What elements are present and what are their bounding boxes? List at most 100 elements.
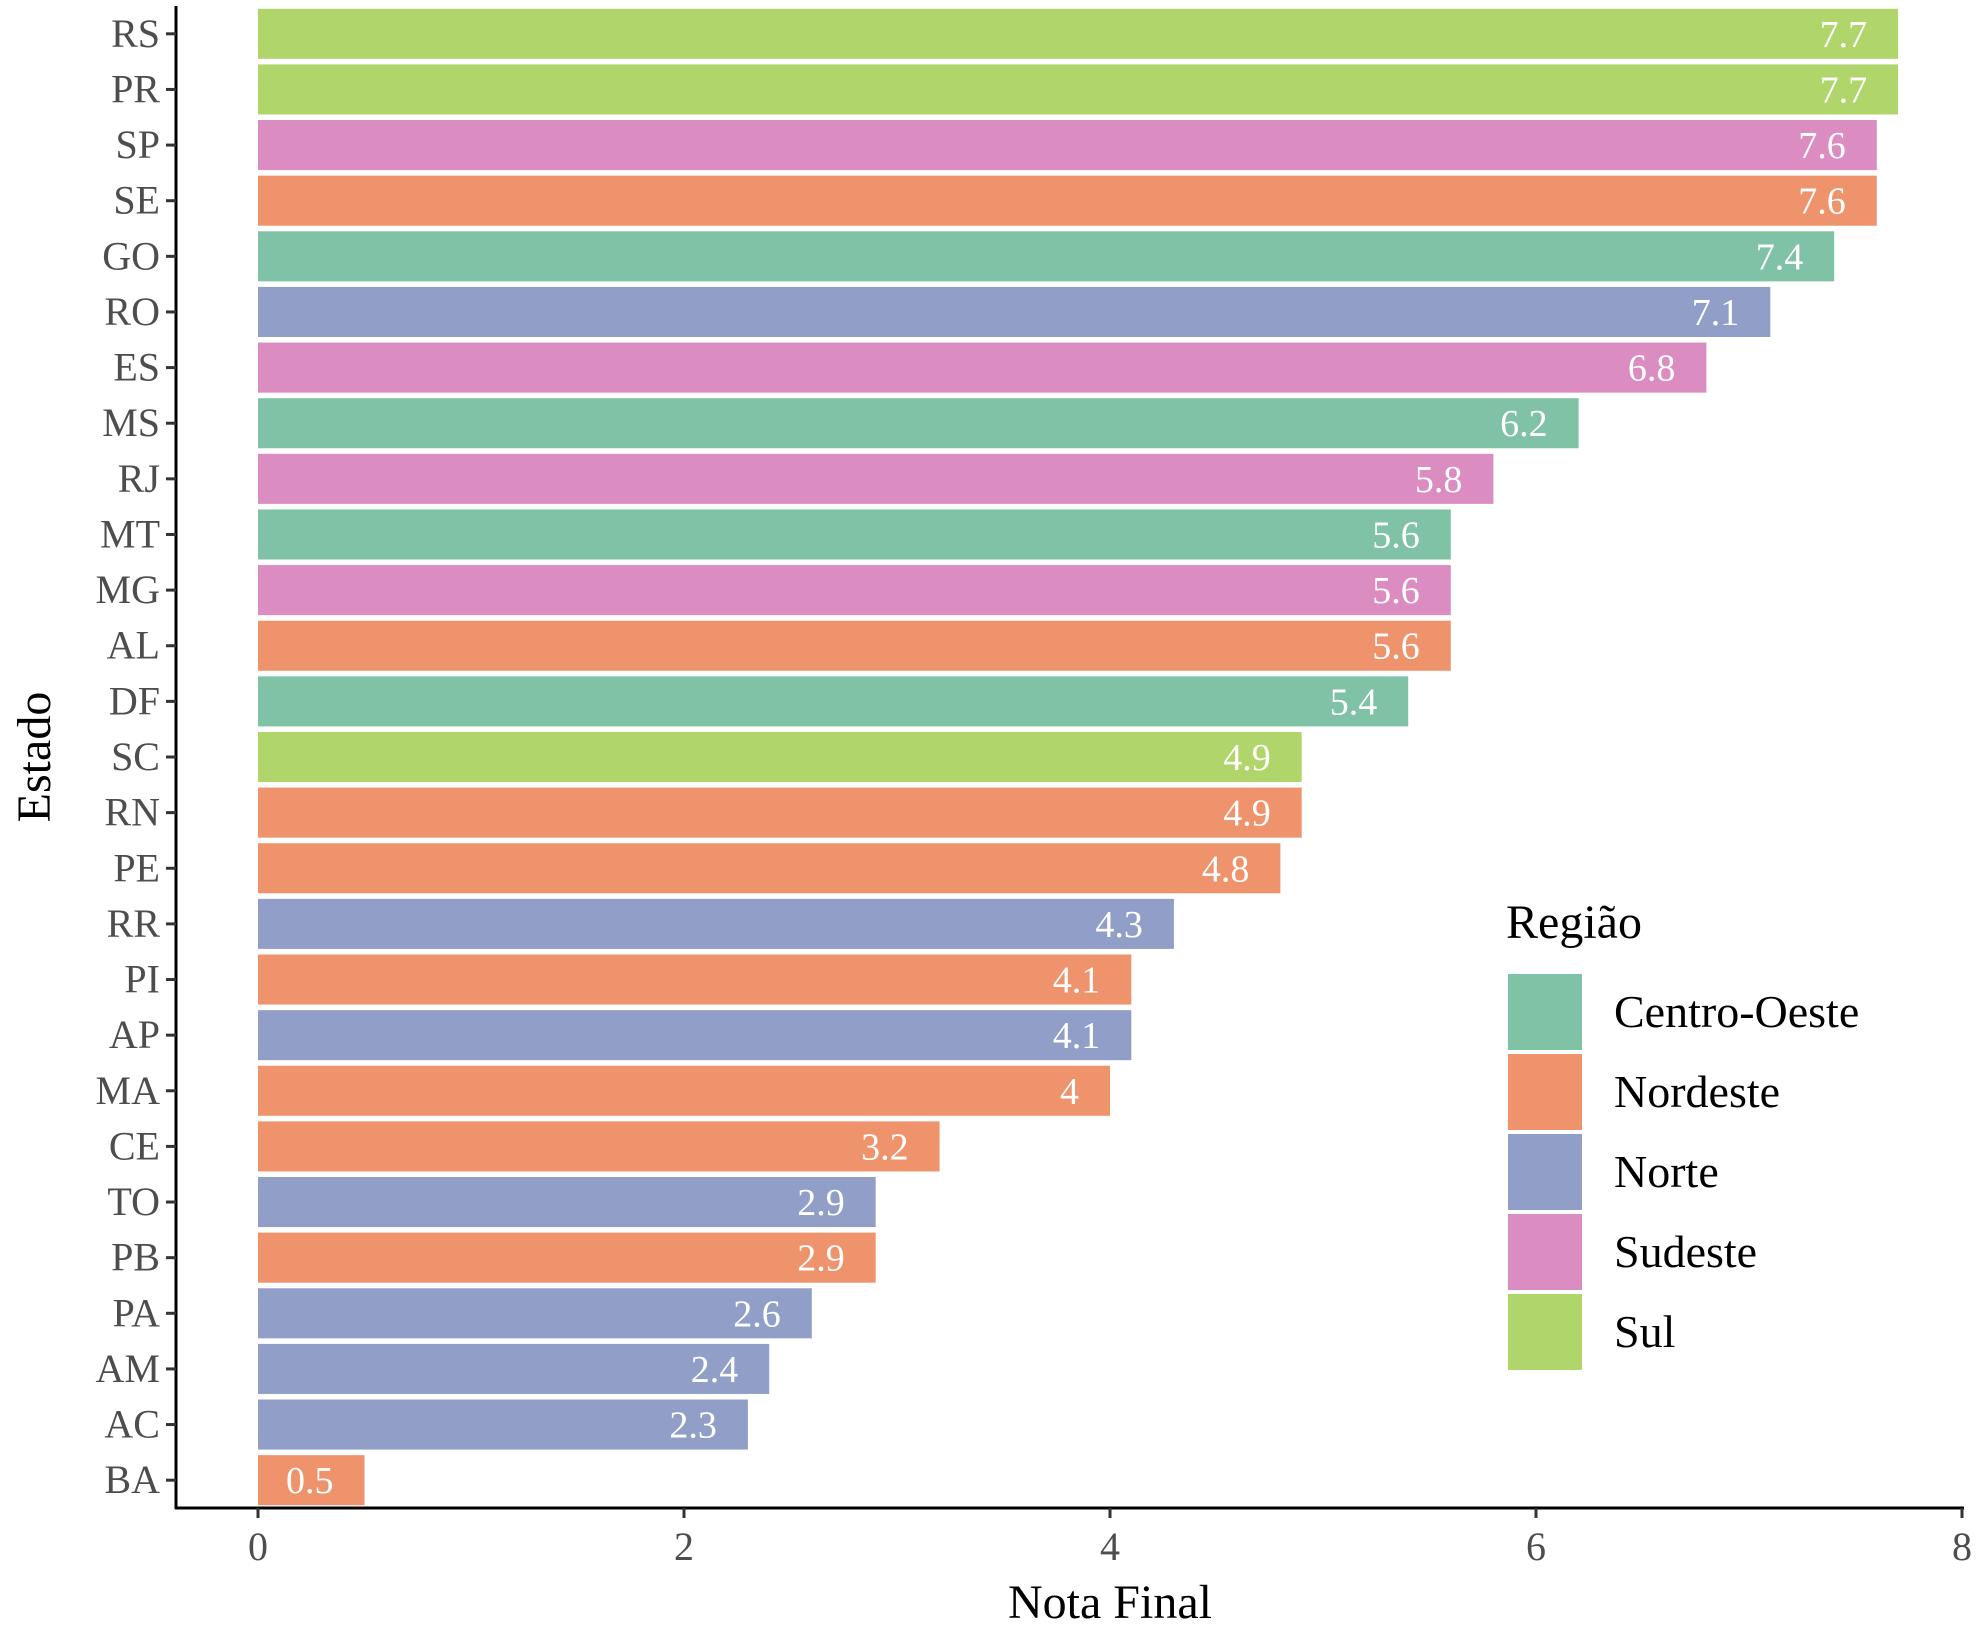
bar-value-label-pa: 2.6 [733,1293,781,1335]
bars-group [258,8,1899,1506]
y-tick-label-ap: AP [109,1012,160,1057]
bar-value-label-mt: 5.6 [1372,514,1420,556]
bar-value-label-rn: 4.9 [1223,793,1271,835]
bar-value-label-mg: 5.6 [1372,570,1420,612]
bar-ro [258,286,1771,337]
bar-pr [258,64,1899,115]
bar-pa [258,1288,812,1339]
y-axis-ticks: RS PR SP SE GO RO ES MS RJ MT MG AL DF SC RN PE RR PI AP MA… [96,11,176,1502]
legend-key-nordeste [1508,1054,1582,1130]
bar-value-label-sp: 7.6 [1798,125,1846,167]
x-axis-ticks: 0 2 4 6 8 [248,1508,1972,1569]
y-tick-label-ma: MA [96,1068,161,1113]
bar-value-label-go: 7.4 [1756,236,1804,278]
bar-value-label-ba: 0.5 [286,1460,334,1502]
bar-df [258,676,1409,727]
bar-value-label-ro: 7.1 [1692,292,1740,334]
bar-value-label-df: 5.4 [1330,681,1378,723]
y-tick-label-ro: RO [104,289,160,334]
bar-rs [258,8,1899,59]
y-tick-label-rj: RJ [118,456,160,501]
bar-value-label-to: 2.9 [797,1182,845,1224]
bar-go [258,231,1835,282]
legend-title: Região [1506,896,1642,949]
bar-sc [258,731,1302,783]
y-tick-label-rs: RS [111,11,160,56]
bar-value-label-se: 7.6 [1798,181,1846,223]
bar-rr [258,898,1174,949]
legend-label-sul: Sul [1614,1306,1675,1357]
bar-to [258,1177,876,1228]
y-tick-label-ce: CE [109,1123,160,1168]
y-tick-label-mt: MT [100,511,160,556]
y-tick-label-pe: PE [113,845,160,890]
bar-value-label-pb: 2.9 [797,1238,845,1280]
y-tick-label-df: DF [109,678,160,723]
legend-key-centro-oeste [1508,974,1582,1050]
legend: Região Centro-Oeste Nordeste Norte Sudeste S… [1506,896,1859,1370]
y-tick-label-go: GO [102,233,160,278]
bar-pe [258,843,1281,894]
bar-value-label-al: 5.6 [1372,626,1420,668]
bar-ac [258,1399,748,1450]
bar-rn [258,787,1302,838]
bar-value-label-ms: 6.2 [1500,403,1548,445]
bar-se [258,175,1877,226]
bar-rj [258,453,1494,504]
bar-am [258,1343,770,1394]
bar-value-label-ce: 3.2 [861,1126,909,1168]
bar-ba [258,1455,365,1506]
bar-ma [258,1065,1110,1116]
bar-ap [258,1010,1132,1061]
bar-value-label-ma: 4 [1060,1071,1079,1113]
bar-pb [258,1232,876,1283]
legend-key-norte [1508,1134,1582,1210]
y-tick-label-ms: MS [102,400,160,445]
bar-value-label-rr: 4.3 [1095,904,1143,946]
bar-ce [258,1121,940,1172]
legend-label-sudeste: Sudeste [1614,1226,1757,1277]
y-tick-label-pr: PR [111,66,160,111]
x-tick-label-6: 6 [1526,1524,1546,1569]
y-tick-label-to: TO [107,1179,160,1224]
bar-value-label-pr: 7.7 [1820,69,1868,111]
y-tick-label-mg: MG [96,567,160,612]
bar-ms [258,398,1579,449]
y-tick-label-pi: PI [124,957,160,1002]
bar-mt [258,509,1451,560]
y-tick-label-es: ES [113,345,160,390]
y-tick-label-sp: SP [116,122,161,167]
y-tick-label-ba: BA [104,1457,160,1502]
legend-items: Centro-Oeste Nordeste Norte Sudeste Sul [1508,974,1859,1370]
x-tick-label-4: 4 [1100,1524,1120,1569]
bar-value-label-am: 2.4 [691,1349,739,1391]
x-axis-title: Nota Final [1008,1576,1212,1626]
legend-label-norte: Norte [1614,1146,1719,1197]
bar-pi [258,954,1132,1005]
bar-value-label-ap: 4.1 [1053,1015,1101,1057]
x-tick-label-0: 0 [248,1524,268,1569]
bar-value-label-ac: 2.3 [669,1405,717,1447]
y-tick-label-sc: SC [111,734,160,779]
bar-value-label-es: 6.8 [1628,348,1676,390]
legend-key-sudeste [1508,1214,1582,1290]
bar-value-label-sc: 4.9 [1223,737,1271,779]
y-axis-title: Estado [8,692,61,823]
legend-label-centro-oeste: Centro-Oeste [1614,986,1859,1037]
y-tick-label-am: AM [96,1346,160,1391]
y-tick-label-ac: AC [104,1402,160,1447]
bar-sp [258,120,1877,171]
y-tick-label-pb: PB [111,1235,160,1280]
y-tick-label-rn: RN [104,790,160,835]
bar-al [258,620,1451,671]
bar-mg [258,565,1451,616]
y-tick-label-pa: PA [113,1290,161,1335]
y-tick-label-rr: RR [107,901,161,946]
bar-value-label-pe: 4.8 [1202,848,1250,890]
bar-es [258,342,1707,393]
legend-label-nordeste: Nordeste [1614,1066,1780,1117]
y-tick-label-al: AL [107,623,160,668]
legend-key-sul [1508,1294,1582,1370]
x-tick-label-2: 2 [674,1524,694,1569]
